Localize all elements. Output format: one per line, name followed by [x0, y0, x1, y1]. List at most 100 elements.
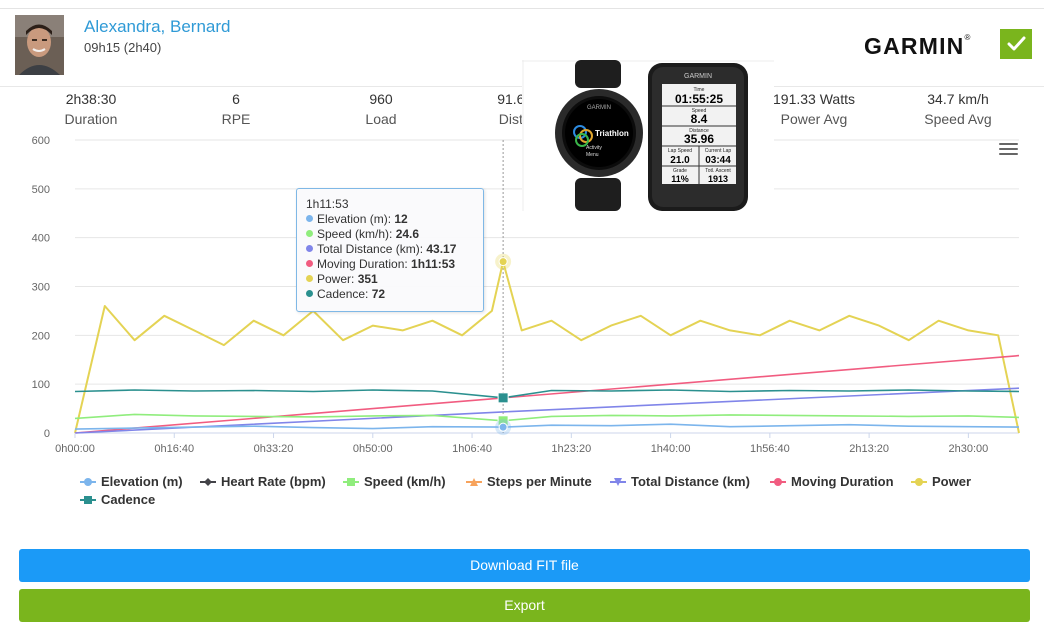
legend-power[interactable]: Power [911, 474, 971, 489]
stat-rpe: 6 RPE [166, 91, 306, 127]
stat-load: 960 Load [311, 91, 451, 127]
tooltip-value: 43.17 [426, 242, 457, 256]
chart-crosshair [495, 140, 512, 436]
legend-symbol-1 [200, 477, 216, 486]
tooltip-row-total-distance: Total Distance (km): 43.17 [306, 242, 456, 256]
activity-chart[interactable]: 0 100 200 300 400 500 600 0h00:00 0h16:40 0h33:2… [0, 0, 1044, 520]
watch-brand: GARMIN [587, 105, 611, 111]
tooltip-row-cadence: Cadence: 72 [306, 287, 385, 301]
stat-duration: 2h38:30 Duration [21, 91, 161, 127]
bike-speed-label: Speed [692, 108, 707, 114]
x-tick-label: 0h16:40 [154, 443, 194, 455]
stat-power-avg: 191.33 Watts Power Avg [744, 91, 884, 127]
stat-label: RPE [221, 111, 251, 127]
legend-marker [614, 477, 622, 486]
watch-mode: Triathlon [595, 129, 629, 138]
hover-marker-6 [498, 257, 508, 267]
check-icon-svg [1007, 36, 1026, 51]
series-line-2 [74, 413, 1020, 422]
legend-elevation[interactable]: Elevation (m) [80, 474, 183, 489]
garmin-logo: GARMIN® [864, 33, 972, 60]
garmin-logo-text: GARMIN [864, 33, 965, 59]
x-tick-label: 2h30:00 [948, 443, 988, 455]
bike-distance-label: Distance [689, 128, 709, 134]
x-tick-label: 0h50:00 [353, 443, 393, 455]
bike-current-lap-value: 03:44 [705, 155, 731, 166]
x-tick-label: 0h00:00 [55, 443, 95, 455]
hover-marker-0 [498, 422, 508, 432]
legend-label: Power [932, 474, 972, 489]
bike-computer-brand: GARMIN [684, 73, 712, 80]
top-divider [0, 8, 1044, 9]
x-tick-label: 1h23:20 [551, 443, 591, 455]
bike-current-lap-label: Current Lap [705, 148, 732, 154]
y-tick-label: 500 [32, 184, 50, 196]
x-tick-label: 1h56:40 [750, 443, 790, 455]
bike-time-label: Time [694, 87, 705, 93]
x-tick-label: 0h33:20 [254, 443, 294, 455]
legend-symbol-0 [80, 477, 96, 486]
stat-label: Load [365, 111, 397, 127]
athlete-session-time: 09h15 (2h40) [84, 40, 162, 55]
tooltip-title: 1h11:53 [306, 197, 349, 211]
legend-cadence[interactable]: Cadence [80, 492, 155, 507]
watch-item-activity: Activity [586, 145, 602, 151]
legend-label: Cadence [101, 492, 156, 507]
bike-distance-value: 35.96 [684, 132, 714, 146]
tooltip-row-elevation: Elevation (m): 12 [306, 212, 408, 226]
stat-value: 6 [232, 91, 240, 107]
tooltip-value: 12 [394, 212, 408, 226]
y-axis: 0 100 200 300 400 500 600 [32, 135, 50, 440]
tooltip-row-speed: Speed (km/h): 24.6 [306, 227, 419, 241]
bike-lap-speed-value: 21.0 [670, 155, 690, 166]
athlete-avatar [15, 15, 64, 75]
legend-symbol-5 [770, 477, 786, 486]
legend-symbol-4 [610, 477, 626, 486]
stat-speed-avg: 34.7 km/h Speed Avg [888, 91, 1028, 127]
tooltip-label: Elevation (m): [317, 212, 395, 226]
stat-label: Speed Avg [924, 111, 992, 127]
stat-label: Power Avg [780, 111, 848, 127]
garmin-devices-image: GARMIN Triathlon Activity Menu GARMIN Ti… [522, 60, 774, 211]
y-tick-label: 0 [44, 428, 50, 440]
legend-marker [84, 477, 92, 486]
chart-series [74, 260, 1020, 434]
tooltip-value: 24.6 [395, 227, 420, 241]
bike-lap-speed-label: Lap Speed [668, 148, 692, 154]
legend-total-distance[interactable]: Total Distance (km) [610, 474, 750, 489]
legend-label: Total Distance (km) [631, 474, 750, 489]
legend-label: Elevation (m) [101, 474, 183, 489]
chart-tooltip: 1h11:53 Elevation (m): 12 Speed (km/h): … [296, 188, 484, 312]
athlete-name-link[interactable]: Alexandra, Bernard [84, 17, 231, 36]
legend-label: Moving Duration [791, 474, 894, 489]
legend-marker [204, 477, 212, 486]
x-tick-label: 1h40:00 [651, 443, 691, 455]
tooltip-label: Total Distance (km): [317, 242, 427, 256]
hamburger-menu-icon[interactable] [999, 143, 1018, 157]
stat-label: Duration [64, 111, 118, 127]
legend-speed[interactable]: Speed (km/h) [343, 474, 446, 489]
tooltip-dot [306, 260, 313, 268]
legend-steps-per-minute[interactable]: Steps per Minute [466, 474, 592, 489]
check-icon [1000, 29, 1032, 59]
legend-moving-duration[interactable]: Moving Duration [770, 474, 894, 489]
tooltip-row-moving-duration: Moving Duration: 1h11:53 [306, 257, 455, 271]
legend-marker [915, 477, 923, 486]
legend-heart-rate[interactable]: Heart Rate (bpm) [200, 474, 326, 489]
legend-label: Speed (km/h) [364, 474, 446, 489]
y-tick-label: 300 [32, 282, 50, 294]
legend-label: Steps per Minute [487, 474, 592, 489]
tooltip-dot [306, 215, 313, 223]
legend-symbol-3 [466, 477, 482, 486]
tooltip-row-power: Power: 351 [306, 272, 378, 286]
legend-label: Heart Rate (bpm) [221, 474, 326, 489]
tooltip-label: Moving Duration: [317, 257, 412, 271]
export-button[interactable]: Export [19, 589, 1030, 622]
bike-ascent-value: 1913 [708, 174, 728, 184]
x-tick-label: 2h13:20 [849, 443, 889, 455]
stat-value: 960 [369, 91, 393, 107]
series-line-7 [74, 389, 1020, 399]
legend-marker [84, 495, 92, 504]
download-fit-file-button[interactable]: Download FIT file [19, 549, 1030, 582]
tooltip-dot [306, 230, 313, 238]
